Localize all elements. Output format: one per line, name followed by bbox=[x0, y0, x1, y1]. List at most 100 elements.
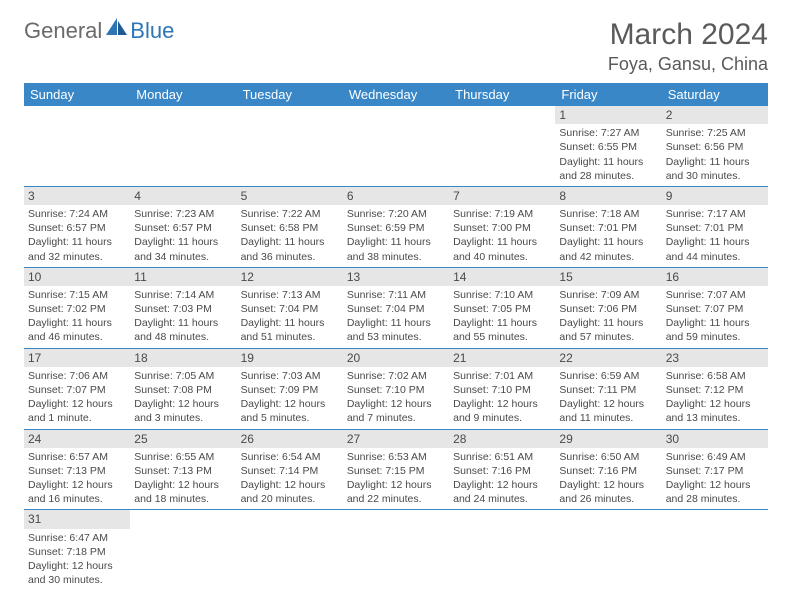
day-details: Sunrise: 6:58 AMSunset: 7:12 PMDaylight:… bbox=[662, 367, 768, 429]
day-number: 15 bbox=[555, 268, 661, 286]
day-details: Sunrise: 7:03 AMSunset: 7:09 PMDaylight:… bbox=[237, 367, 343, 429]
day-detail-line: and 30 minutes. bbox=[28, 573, 126, 587]
day-detail-line: Daylight: 11 hours bbox=[134, 235, 232, 249]
day-detail-line: Sunset: 7:06 PM bbox=[559, 302, 657, 316]
calendar-day-cell bbox=[237, 510, 343, 590]
day-detail-line: Sunrise: 6:47 AM bbox=[28, 531, 126, 545]
sail-icon bbox=[106, 18, 128, 36]
weekday-header-row: SundayMondayTuesdayWednesdayThursdayFrid… bbox=[24, 83, 768, 106]
calendar-day-cell bbox=[343, 510, 449, 590]
calendar-day-cell: 4Sunrise: 7:23 AMSunset: 6:57 PMDaylight… bbox=[130, 186, 236, 267]
day-detail-line: and 1 minute. bbox=[28, 411, 126, 425]
day-number: 7 bbox=[449, 187, 555, 205]
day-number: 23 bbox=[662, 349, 768, 367]
day-detail-line: and 7 minutes. bbox=[347, 411, 445, 425]
calendar-day-cell bbox=[662, 510, 768, 590]
calendar-page: General Blue March 2024 Foya, Gansu, Chi… bbox=[0, 0, 792, 590]
day-detail-line: and 38 minutes. bbox=[347, 250, 445, 264]
day-detail-line: Sunrise: 7:07 AM bbox=[666, 288, 764, 302]
day-number: 11 bbox=[130, 268, 236, 286]
calendar-day-cell bbox=[24, 106, 130, 186]
day-detail-line: and 9 minutes. bbox=[453, 411, 551, 425]
day-detail-line: Sunrise: 6:49 AM bbox=[666, 450, 764, 464]
day-number: 16 bbox=[662, 268, 768, 286]
calendar-day-cell: 6Sunrise: 7:20 AMSunset: 6:59 PMDaylight… bbox=[343, 186, 449, 267]
day-detail-line: Daylight: 12 hours bbox=[347, 478, 445, 492]
day-detail-line: Sunrise: 6:55 AM bbox=[134, 450, 232, 464]
day-detail-line: and 48 minutes. bbox=[134, 330, 232, 344]
day-detail-line: Sunrise: 6:51 AM bbox=[453, 450, 551, 464]
day-detail-line: and 28 minutes. bbox=[666, 492, 764, 506]
day-details: Sunrise: 7:20 AMSunset: 6:59 PMDaylight:… bbox=[343, 205, 449, 267]
day-detail-line: Sunrise: 7:19 AM bbox=[453, 207, 551, 221]
day-number: 1 bbox=[555, 106, 661, 124]
calendar-day-cell bbox=[555, 510, 661, 590]
day-details: Sunrise: 7:05 AMSunset: 7:08 PMDaylight:… bbox=[130, 367, 236, 429]
day-number: 19 bbox=[237, 349, 343, 367]
day-details: Sunrise: 7:18 AMSunset: 7:01 PMDaylight:… bbox=[555, 205, 661, 267]
calendar-week: 1Sunrise: 7:27 AMSunset: 6:55 PMDaylight… bbox=[24, 106, 768, 186]
brand-logo: General Blue bbox=[24, 18, 174, 44]
day-detail-line: and 59 minutes. bbox=[666, 330, 764, 344]
calendar-week: 31Sunrise: 6:47 AMSunset: 7:18 PMDayligh… bbox=[24, 510, 768, 590]
day-details: Sunrise: 6:55 AMSunset: 7:13 PMDaylight:… bbox=[130, 448, 236, 510]
day-detail-line: and 30 minutes. bbox=[666, 169, 764, 183]
day-details: Sunrise: 6:47 AMSunset: 7:18 PMDaylight:… bbox=[24, 529, 130, 591]
day-number: 24 bbox=[24, 430, 130, 448]
day-detail-line: and 18 minutes. bbox=[134, 492, 232, 506]
day-detail-line: Sunset: 7:13 PM bbox=[134, 464, 232, 478]
calendar-day-cell: 24Sunrise: 6:57 AMSunset: 7:13 PMDayligh… bbox=[24, 429, 130, 510]
day-detail-line: Sunset: 7:13 PM bbox=[28, 464, 126, 478]
day-details: Sunrise: 6:59 AMSunset: 7:11 PMDaylight:… bbox=[555, 367, 661, 429]
day-detail-line: and 57 minutes. bbox=[559, 330, 657, 344]
day-detail-line: Sunset: 7:08 PM bbox=[134, 383, 232, 397]
day-details: Sunrise: 7:27 AMSunset: 6:55 PMDaylight:… bbox=[555, 124, 661, 186]
weekday-header: Sunday bbox=[24, 83, 130, 106]
day-detail-line: Sunrise: 7:18 AM bbox=[559, 207, 657, 221]
day-detail-line: Sunset: 6:58 PM bbox=[241, 221, 339, 235]
day-detail-line: Sunrise: 7:14 AM bbox=[134, 288, 232, 302]
day-detail-line: Sunset: 7:10 PM bbox=[347, 383, 445, 397]
day-detail-line: Sunset: 6:55 PM bbox=[559, 140, 657, 154]
day-detail-line: Sunrise: 7:24 AM bbox=[28, 207, 126, 221]
day-details: Sunrise: 7:01 AMSunset: 7:10 PMDaylight:… bbox=[449, 367, 555, 429]
day-detail-line: Sunset: 7:17 PM bbox=[666, 464, 764, 478]
header: General Blue March 2024 Foya, Gansu, Chi… bbox=[24, 18, 768, 75]
day-number: 27 bbox=[343, 430, 449, 448]
calendar-day-cell: 17Sunrise: 7:06 AMSunset: 7:07 PMDayligh… bbox=[24, 348, 130, 429]
day-details: Sunrise: 6:49 AMSunset: 7:17 PMDaylight:… bbox=[662, 448, 768, 510]
day-detail-line: Daylight: 11 hours bbox=[666, 155, 764, 169]
day-number: 12 bbox=[237, 268, 343, 286]
day-detail-line: Sunset: 7:14 PM bbox=[241, 464, 339, 478]
day-number: 20 bbox=[343, 349, 449, 367]
day-detail-line: and 22 minutes. bbox=[347, 492, 445, 506]
day-number: 21 bbox=[449, 349, 555, 367]
day-detail-line: Sunrise: 7:15 AM bbox=[28, 288, 126, 302]
day-detail-line: Daylight: 11 hours bbox=[28, 235, 126, 249]
day-detail-line: Daylight: 11 hours bbox=[559, 235, 657, 249]
calendar-day-cell: 22Sunrise: 6:59 AMSunset: 7:11 PMDayligh… bbox=[555, 348, 661, 429]
day-number: 29 bbox=[555, 430, 661, 448]
day-detail-line: Sunrise: 6:50 AM bbox=[559, 450, 657, 464]
day-details: Sunrise: 7:02 AMSunset: 7:10 PMDaylight:… bbox=[343, 367, 449, 429]
day-number: 9 bbox=[662, 187, 768, 205]
calendar-day-cell: 11Sunrise: 7:14 AMSunset: 7:03 PMDayligh… bbox=[130, 267, 236, 348]
day-detail-line: and 26 minutes. bbox=[559, 492, 657, 506]
day-detail-line: Daylight: 12 hours bbox=[559, 478, 657, 492]
day-details: Sunrise: 7:14 AMSunset: 7:03 PMDaylight:… bbox=[130, 286, 236, 348]
day-number: 30 bbox=[662, 430, 768, 448]
day-detail-line: Sunrise: 7:20 AM bbox=[347, 207, 445, 221]
day-details: Sunrise: 7:10 AMSunset: 7:05 PMDaylight:… bbox=[449, 286, 555, 348]
day-detail-line: Daylight: 12 hours bbox=[347, 397, 445, 411]
day-detail-line: Daylight: 11 hours bbox=[559, 155, 657, 169]
calendar-day-cell: 13Sunrise: 7:11 AMSunset: 7:04 PMDayligh… bbox=[343, 267, 449, 348]
calendar-day-cell: 19Sunrise: 7:03 AMSunset: 7:09 PMDayligh… bbox=[237, 348, 343, 429]
day-details: Sunrise: 7:07 AMSunset: 7:07 PMDaylight:… bbox=[662, 286, 768, 348]
day-number: 4 bbox=[130, 187, 236, 205]
day-detail-line: and 42 minutes. bbox=[559, 250, 657, 264]
calendar-day-cell: 20Sunrise: 7:02 AMSunset: 7:10 PMDayligh… bbox=[343, 348, 449, 429]
day-details: Sunrise: 7:13 AMSunset: 7:04 PMDaylight:… bbox=[237, 286, 343, 348]
day-detail-line: Sunrise: 7:03 AM bbox=[241, 369, 339, 383]
day-details: Sunrise: 7:06 AMSunset: 7:07 PMDaylight:… bbox=[24, 367, 130, 429]
calendar-day-cell: 1Sunrise: 7:27 AMSunset: 6:55 PMDaylight… bbox=[555, 106, 661, 186]
